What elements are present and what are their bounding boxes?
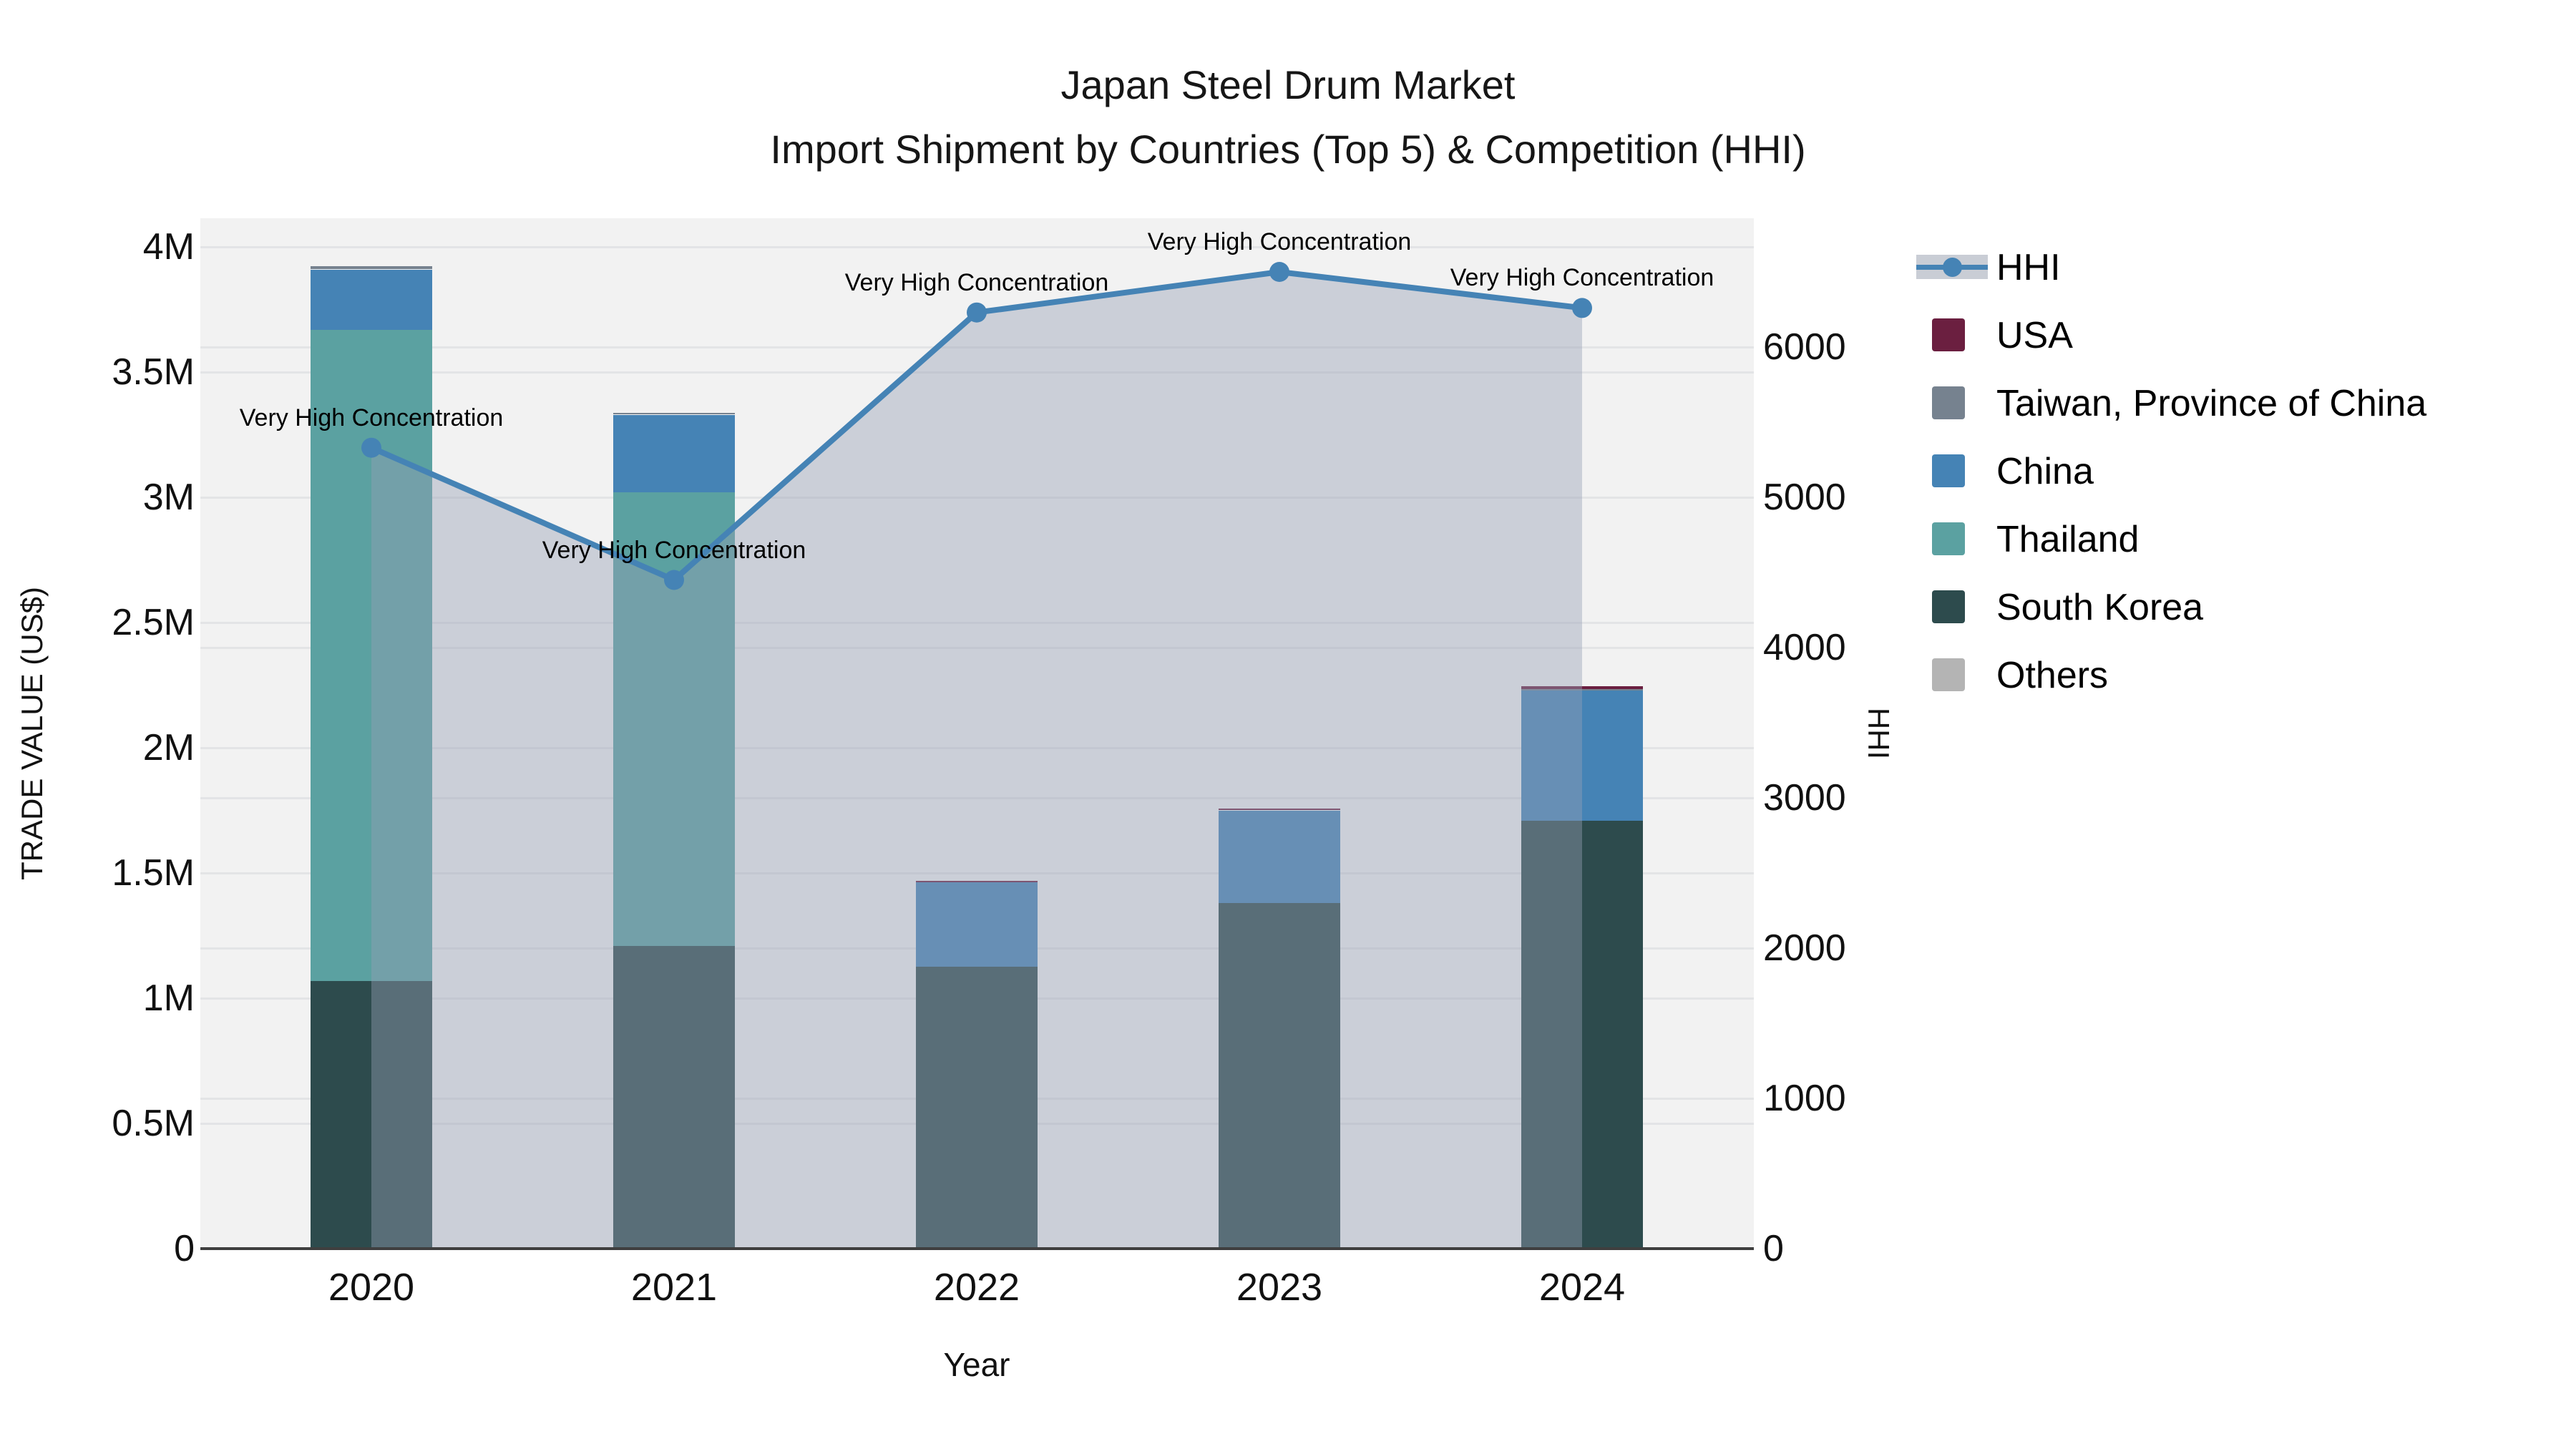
hhi-annotation-2023: Very High Concentration [1147,228,1412,255]
legend-swatch-others [1916,641,1996,709]
hhi-marker-2021 [664,570,684,590]
y-left-tick-4M: 4M [142,226,195,268]
y-right-tick-0: 0 [1763,1228,1784,1269]
hhi-annotation-2024: Very High Concentration [1450,264,1714,292]
bar-segment-taiwan-province-of-china-2021 [613,413,735,415]
legend-swatch-taiwan-province-of-china [1916,369,1996,437]
y-right-axis-title: HHI [1862,707,1896,760]
bar-segment-china-2023 [1219,810,1340,903]
legend-item-thailand[interactable]: Thailand [1916,505,2567,573]
bar-segment-south-korea-2024 [1521,820,1643,1249]
x-axis-line [200,1247,1754,1250]
bar-segment-china-2024 [1521,690,1643,821]
y-left-tick-1.5M: 1.5M [112,852,195,894]
legend-color-square [1932,658,1965,691]
gridline [200,346,1754,348]
legend-label-hhi: HHI [1996,246,2061,288]
legend-color-square [1932,386,1965,419]
legend-item-china[interactable]: China [1916,437,2567,505]
legend-label-thailand: Thailand [1996,518,2140,560]
legend-label-usa: USA [1996,314,2073,356]
bar-segment-taiwan-province-of-china-2024 [1521,688,1643,691]
x-tick-2021: 2021 [630,1266,718,1309]
gridline [200,621,1754,624]
hhi-annotation-2021: Very High Concentration [542,536,806,564]
legend-swatch-usa [1916,301,1996,369]
x-tick-2023: 2023 [1236,1266,1323,1309]
gridline [200,796,1754,799]
hhi-marker-2024 [1572,298,1592,318]
chart-title: Japan Steel Drum Market Import Shipment … [0,62,2576,173]
gridline [200,245,1754,248]
legend-item-taiwan-province-of-china[interactable]: Taiwan, Province of China [1916,369,2567,437]
x-tick-2020: 2020 [328,1266,415,1309]
bar-segment-taiwan-province-of-china-2020 [311,265,432,270]
legend-hhi-marker-dot [1943,258,1962,277]
gridline [200,646,1754,649]
y-left-tick-2M: 2M [142,727,195,769]
bar-segment-south-korea-2021 [613,945,735,1249]
gridline [200,872,1754,874]
y-left-tick-1M: 1M [142,977,195,1019]
y-left-tick-3.5M: 3.5M [112,351,195,393]
y-right-tick-3000: 3000 [1763,777,1846,819]
legend-color-square [1932,522,1965,555]
legend-swatch-china [1916,437,1996,505]
gridline [200,746,1754,749]
legend: HHI USA Taiwan, Province of China China Thai… [1916,233,2567,709]
bar-segment-china-2022 [916,882,1038,967]
legend-item-south-korea[interactable]: South Korea [1916,573,2567,641]
legend-item-others[interactable]: Others [1916,641,2567,709]
legend-swatch-thailand [1916,505,1996,573]
bar-segment-china-2021 [613,414,735,492]
bar-segment-usa-2022 [916,880,1038,882]
gridline [200,496,1754,499]
gridline [200,371,1754,374]
y-right-tick-4000: 4000 [1763,627,1846,668]
bar-segment-usa-2023 [1219,809,1340,811]
bar-segment-south-korea-2020 [311,980,432,1249]
x-axis-title: Year [943,1346,1010,1383]
hhi-overlay [361,262,1592,1249]
hhi-annotation-2020: Very High Concentration [239,404,504,431]
y-left-tick-0: 0 [174,1228,195,1269]
y-right-tick-6000: 6000 [1763,326,1846,368]
legend-label-others: Others [1996,654,2109,696]
legend-hhi-line-icon [1916,233,1996,301]
hhi-marker-2022 [967,302,987,323]
y-left-tick-2.5M: 2.5M [112,602,195,643]
legend-label-south-korea: South Korea [1996,586,2204,628]
hhi-marker-2020 [361,437,381,458]
legend-color-square [1932,454,1965,487]
bar-segment-china-2020 [311,269,432,330]
legend-item-hhi[interactable]: HHI [1916,233,2567,301]
x-tick-2024: 2024 [1538,1266,1626,1309]
bar-segment-usa-2024 [1521,686,1643,689]
bar-segment-south-korea-2023 [1219,903,1340,1249]
bar-segment-thailand-2021 [613,492,735,946]
legend-label-taiwan-province-of-china: Taiwan, Province of China [1996,382,2427,424]
legend-swatch-south-korea [1916,573,1996,641]
x-tick-2022: 2022 [933,1266,1020,1309]
y-right-tick-1000: 1000 [1763,1078,1846,1119]
hhi-marker-2023 [1269,262,1289,282]
legend-color-square [1932,590,1965,623]
y-left-tick-3M: 3M [142,477,195,518]
y-right-tick-5000: 5000 [1763,477,1846,518]
legend-label-china: China [1996,450,2094,492]
plot-area: Very High Concentration Very High Concent… [200,218,1754,1249]
bar-segment-south-korea-2022 [916,967,1038,1249]
hhi-area-fill [371,272,1582,1249]
legend-color-square [1932,318,1965,351]
legend-item-usa[interactable]: USA [1916,301,2567,369]
chart-title-line1: Japan Steel Drum Market [1060,62,1516,107]
hhi-annotation-2022: Very High Concentration [844,268,1109,296]
y-left-tick-0.5M: 0.5M [112,1103,195,1144]
chart-title-line2: Import Shipment by Countries (Top 5) & C… [770,127,1806,172]
y-right-tick-2000: 2000 [1763,927,1846,969]
